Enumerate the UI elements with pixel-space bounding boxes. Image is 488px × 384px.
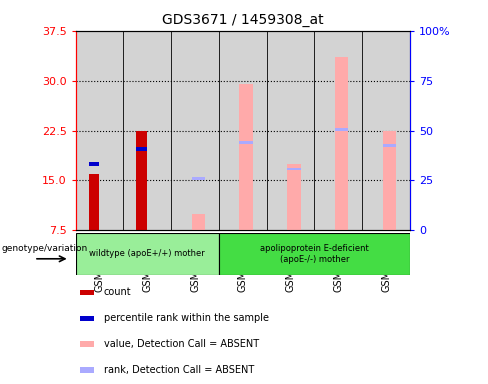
Bar	[171, 31, 219, 230]
Bar	[383, 131, 396, 230]
Text: wildtype (apoE+/+) mother: wildtype (apoE+/+) mother	[89, 249, 205, 258]
Bar	[335, 57, 348, 230]
Text: genotype/variation: genotype/variation	[1, 244, 88, 253]
Text: value, Detection Call = ABSENT: value, Detection Call = ABSENT	[103, 339, 259, 349]
Bar	[240, 84, 253, 230]
Bar	[219, 31, 266, 230]
Bar	[266, 31, 314, 230]
Bar	[76, 233, 219, 275]
Bar	[76, 31, 123, 230]
Bar	[383, 144, 396, 147]
Text: count: count	[103, 287, 131, 297]
Bar	[80, 341, 94, 347]
Text: rank, Detection Call = ABSENT: rank, Detection Call = ABSENT	[103, 365, 254, 375]
Bar	[362, 31, 410, 230]
Bar	[219, 233, 410, 275]
Title: GDS3671 / 1459308_at: GDS3671 / 1459308_at	[162, 13, 324, 27]
Bar	[287, 167, 301, 170]
Text: apolipoprotein E-deficient
(apoE-/-) mother: apolipoprotein E-deficient (apoE-/-) mot…	[260, 244, 369, 263]
Bar	[80, 316, 94, 321]
Bar	[123, 31, 171, 230]
Bar	[136, 131, 147, 230]
Bar	[80, 290, 94, 295]
Bar	[88, 174, 99, 230]
Bar	[335, 127, 348, 131]
Bar	[287, 164, 301, 230]
Bar	[136, 147, 147, 151]
Bar	[314, 31, 362, 230]
Bar	[192, 214, 205, 230]
Bar	[80, 367, 94, 373]
Bar	[88, 162, 99, 166]
Bar	[240, 141, 253, 144]
Bar	[192, 177, 205, 180]
Text: percentile rank within the sample: percentile rank within the sample	[103, 313, 269, 323]
